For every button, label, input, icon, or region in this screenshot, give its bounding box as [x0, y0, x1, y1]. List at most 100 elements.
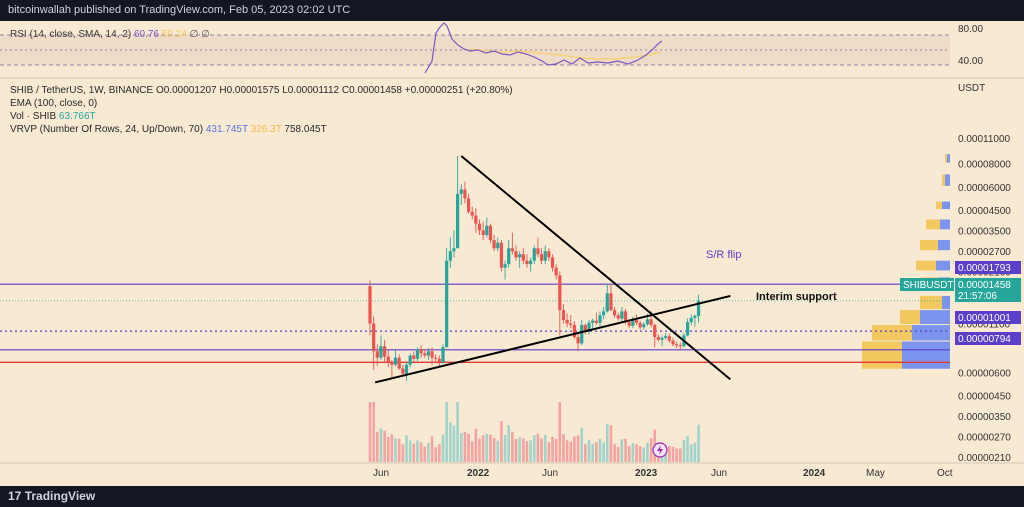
vrvp-up-row-7 [942, 295, 950, 310]
price-tick-12: 0.00000210 [958, 453, 1011, 464]
price-chart[interactable]: RSI (14, close, SMA, 14, 2) 60.76 50.24 … [0, 21, 1024, 486]
candle-body [412, 355, 416, 359]
candle-body [401, 368, 405, 374]
rsi-line [424, 22, 663, 74]
volume-bar [496, 440, 500, 462]
rsi-axis-40: 40.00 [958, 56, 983, 67]
candle-body [404, 364, 409, 374]
volume-bar [372, 402, 375, 462]
volume-bar [678, 448, 682, 462]
volume-bar [668, 446, 671, 462]
trendline-0[interactable] [460, 155, 731, 381]
candle-body [456, 193, 460, 249]
candle-body [565, 319, 569, 324]
volume-bar [554, 438, 558, 462]
volume-bar [507, 425, 511, 462]
price-tick-9: 0.00000450 [958, 392, 1011, 403]
volume-bar [456, 402, 459, 462]
candle-body [397, 357, 401, 369]
candle-body [452, 248, 456, 252]
candle-body [368, 286, 372, 324]
lightning-icon[interactable] [652, 442, 668, 458]
candle-body [634, 319, 639, 323]
tradingview-logo[interactable]: 17 TradingView [8, 486, 95, 507]
candle-body [459, 189, 463, 194]
candle-body [375, 351, 379, 358]
volume-bar [616, 446, 620, 462]
price-tick-2: 0.00006000 [958, 183, 1011, 194]
candle-body [554, 267, 558, 276]
volume-bar [620, 439, 624, 462]
volume-bar [416, 440, 419, 462]
time-label-oct-2024: Oct [937, 468, 953, 479]
volume-bar [518, 437, 521, 462]
candle-body [415, 349, 420, 359]
candle-body [477, 223, 482, 231]
volume-bar [536, 433, 540, 462]
rsi-axis-80: 80.00 [958, 24, 983, 35]
candle-body [386, 356, 390, 363]
price-tick-8: 0.00000600 [958, 368, 1011, 379]
price-tick-4: 0.00003500 [958, 226, 1011, 237]
candle-body [383, 346, 387, 357]
volume-bar [671, 446, 675, 462]
vrvp-down-row-2 [936, 201, 942, 210]
candle-body [675, 344, 679, 346]
time-label-2023: 2023 [635, 468, 658, 479]
candle-body [518, 254, 522, 258]
volume-bar [401, 444, 405, 462]
trendline-1[interactable] [374, 294, 731, 384]
volume-bar [525, 440, 529, 462]
candle-body [536, 248, 540, 255]
candle-body [529, 260, 533, 265]
candle-body [576, 337, 580, 344]
time-axis[interactable]: Jun 2022 Jun 2023 Jun 2024 May Oct [373, 468, 953, 479]
volume-bar [368, 402, 372, 462]
volume-bar [394, 438, 397, 462]
price-tick-10: 0.00000350 [958, 412, 1011, 423]
candle-body [645, 319, 650, 325]
candle-body [642, 324, 646, 328]
candle-body [605, 293, 609, 312]
publish-info: bitcoinwallah published on TradingView.c… [8, 4, 351, 16]
volume-bar [543, 435, 547, 462]
candle-body [521, 254, 525, 261]
time-label-2024: 2024 [803, 468, 826, 479]
volume-bar [532, 435, 536, 462]
candle-body [408, 355, 412, 365]
candle-body [379, 346, 383, 358]
candle-body [372, 323, 376, 352]
vrvp-down-row-8 [900, 310, 920, 325]
candle-body [481, 230, 485, 236]
interim-support-label: Interim support [756, 291, 837, 303]
candle-body [430, 351, 434, 358]
candle-body [463, 189, 467, 199]
volume-bar [638, 445, 642, 462]
candle-body [539, 254, 544, 261]
volume-bar [627, 446, 631, 462]
candle-body [485, 225, 489, 236]
legend-volume: Vol · SHIB 63.766T [10, 111, 96, 122]
volume-bar [478, 438, 481, 462]
rsi-extra: ∅ ∅ [190, 29, 210, 40]
candle-body [594, 320, 598, 323]
tradingview-brand: TradingView [24, 489, 96, 503]
volume-bar [587, 439, 591, 462]
candle-body [543, 251, 547, 261]
candle-body [441, 347, 445, 363]
legend: SHIB / TetherUS, 1W, BINANCE O0.00001207… [10, 85, 513, 135]
candle-body [390, 362, 394, 365]
candle-body [448, 251, 452, 261]
candle-body [631, 319, 635, 326]
price-tick-5: 0.00002700 [958, 247, 1011, 258]
dotted-level-badge [955, 311, 1021, 324]
vrvp-down-row-1 [942, 174, 945, 186]
volume-bar [438, 444, 441, 462]
candle-body [550, 257, 555, 268]
candle-body [569, 323, 573, 326]
volume-bar [376, 431, 379, 462]
candle-body [587, 322, 591, 333]
candle-body [591, 320, 595, 323]
footer: 17 TradingView [0, 486, 1024, 507]
candle-body [667, 336, 671, 341]
